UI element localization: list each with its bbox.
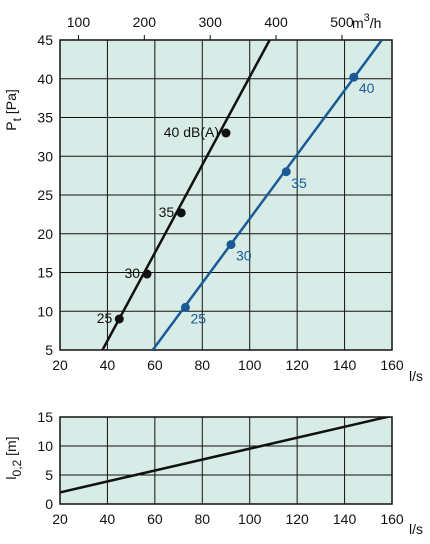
y-tick-label: 10	[37, 303, 53, 319]
y-tick-label: 5	[45, 467, 53, 483]
data-point	[226, 240, 236, 250]
series-group	[101, 40, 383, 350]
x-tick-label: 100	[238, 357, 262, 373]
y-axis-label-unit: [Pa]	[3, 89, 19, 118]
x-axis-label: l/s	[409, 521, 423, 537]
plot-frame	[59, 416, 393, 505]
y-tick-label: 45	[37, 32, 53, 48]
plot-background	[60, 417, 392, 504]
series-group	[60, 417, 392, 494]
top-axis-label: m3/h	[352, 12, 381, 31]
y-tick-label: 35	[37, 110, 53, 126]
x-tick-label: 100	[238, 511, 262, 527]
series-line-1	[101, 40, 271, 350]
y-axis-label: l0,2 [m]	[3, 436, 24, 479]
data-point-label: 25	[190, 310, 206, 326]
x-axis-label: l/s	[409, 368, 423, 384]
y-tick-label: 30	[37, 148, 53, 164]
x-tick-label: 160	[380, 511, 404, 527]
y-tick-label: 25	[37, 187, 53, 203]
y-axis-label-main: P	[3, 121, 19, 130]
x-tick-label: 60	[147, 511, 163, 527]
x-tick-label: 20	[52, 357, 68, 373]
top-axis-label-base: m	[352, 15, 364, 31]
plot-frame	[59, 39, 393, 351]
y-tick-label: 15	[37, 265, 53, 281]
data-point	[142, 269, 152, 279]
top-axis-tick-label: 100	[67, 14, 91, 30]
data-point-label: 25	[97, 310, 113, 326]
x-tick-label: 80	[194, 511, 210, 527]
top-axis-label-tail: /h	[370, 15, 382, 31]
y-axis-label-unit: [m]	[3, 436, 19, 459]
y-tick-label: 20	[37, 226, 53, 242]
data-point	[180, 302, 190, 312]
data-point-label: 30	[236, 248, 252, 264]
y-tick-label: 5	[45, 342, 53, 358]
top-axis-tick-label: 500	[330, 14, 354, 30]
y-axis-label-subscript: t	[10, 117, 24, 121]
x-tick-label: 40	[100, 357, 116, 373]
y-tick-label: 10	[37, 438, 53, 454]
y-tick-label: 15	[37, 409, 53, 425]
y-tick-label: 40	[37, 71, 53, 87]
x-tick-label: 40	[100, 511, 116, 527]
y-axis-label-subscript: 0,2	[10, 459, 24, 476]
data-point-label: 35	[159, 204, 175, 220]
x-tick-label: 60	[147, 357, 163, 373]
x-tick-label: 160	[380, 357, 404, 373]
data-point-label: 40	[359, 80, 375, 96]
series-line-1	[60, 417, 392, 494]
data-point-label: 30	[124, 265, 140, 281]
x-tick-label: 80	[194, 357, 210, 373]
top-axis-tick-label: 300	[199, 14, 223, 30]
x-tick-label: 120	[285, 511, 309, 527]
x-tick-label: 20	[52, 511, 68, 527]
plot-throw: 20 40 60 80 100 120 140 160 l/s 0 5 10 15 l0,2 [m]	[3, 409, 423, 537]
top-axis-label-superscript: 3	[364, 12, 370, 24]
x-tick-label: 120	[285, 357, 309, 373]
plot-pressure: 20 40 60 80 100 120 140 160 l/s 5 10 15 20 25 30 35 40 45…	[3, 12, 423, 384]
data-point-label: 35	[291, 175, 307, 191]
data-point	[221, 128, 231, 138]
top-axis-tick-label: 200	[133, 14, 157, 30]
data-point-label: 40 dB(A)	[164, 124, 219, 140]
x-tick-label: 140	[333, 511, 357, 527]
data-point	[176, 208, 186, 218]
data-point	[114, 314, 124, 324]
series-line-2	[151, 40, 383, 350]
y-axis-label: Pt [Pa]	[3, 89, 24, 130]
x-tick-label: 140	[333, 357, 357, 373]
data-point	[349, 72, 359, 82]
data-point	[281, 167, 291, 177]
y-tick-label: 0	[45, 496, 53, 512]
top-axis-tick-label: 400	[264, 14, 288, 30]
y-axis-label-main: l	[3, 476, 19, 479]
